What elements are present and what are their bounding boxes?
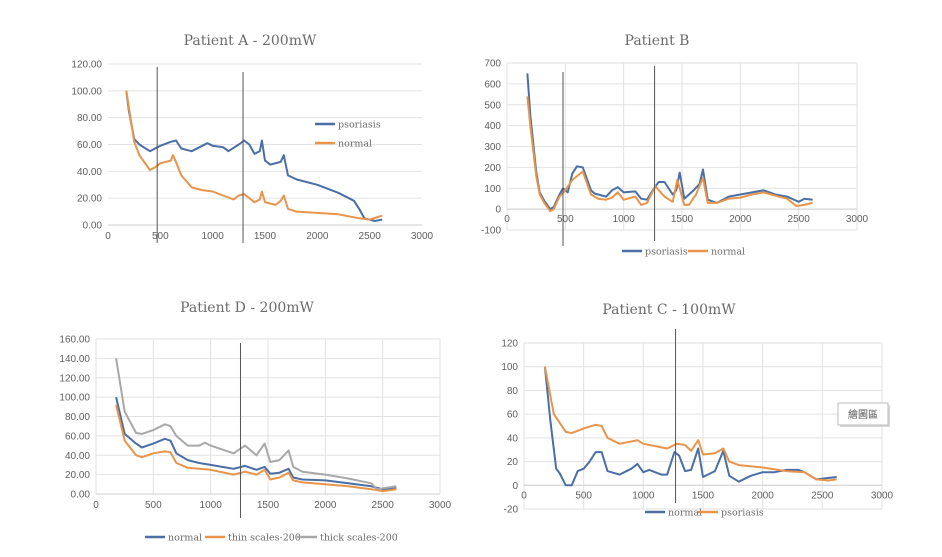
y-tick-label: -20 (504, 505, 519, 516)
y-tick-label: 600 (484, 79, 501, 90)
y-tick-label: 400 (484, 121, 501, 132)
x-tick-label: 500 (152, 231, 169, 242)
x-tick-label: 500 (145, 500, 162, 511)
series-line-psoriasis (526, 73, 813, 211)
series-line-psoriasis (125, 90, 383, 222)
y-tick-label: 160.00 (59, 335, 90, 346)
y-tick-label: 100.00 (59, 393, 90, 404)
y-tick-label: 80.00 (65, 412, 90, 423)
y-tick-label: 120.00 (59, 373, 90, 384)
x-tick-label: 2500 (811, 490, 834, 501)
y-tick-label: 300 (484, 142, 501, 153)
y-tick-label: 20 (507, 457, 519, 468)
x-tick-label: 0 (105, 231, 111, 242)
y-tick-label: 80.00 (77, 113, 102, 124)
x-tick-label: 0 (93, 500, 99, 511)
y-tick-label: 60 (507, 410, 519, 421)
x-tick-label: 3000 (429, 500, 452, 511)
x-tick-label: 1000 (200, 500, 223, 511)
legend-label: thick scales-200 (320, 533, 398, 544)
legend-label: normal (711, 247, 745, 258)
series-line-normal (115, 396, 397, 491)
series-line-normal (125, 90, 383, 221)
x-tick-label: 2500 (359, 231, 382, 242)
y-tick-label: 80 (507, 386, 519, 397)
x-tick-label: 3000 (411, 231, 434, 242)
series-line-normal (543, 366, 837, 487)
y-tick-label: 120.00 (71, 60, 102, 71)
x-tick-label: 2000 (306, 231, 329, 242)
y-tick-label: 500 (484, 100, 501, 111)
x-tick-label: 1000 (632, 490, 655, 501)
x-tick-label: 2500 (372, 500, 395, 511)
x-tick-label: 500 (557, 214, 574, 225)
x-tick-label: 1500 (671, 214, 694, 225)
x-tick-label: 1500 (254, 231, 277, 242)
y-tick-label: -100 (481, 226, 501, 237)
chart-title: Patient D - 200mW (180, 300, 314, 316)
y-tick-label: 140.00 (59, 354, 90, 365)
y-tick-label: 0 (495, 205, 501, 216)
legend-label: thin scales-200 (228, 533, 301, 544)
series-line-psoriasis (543, 366, 837, 482)
chart-1: Patient A - 200mW 0.00 20.00 40.00 60.00 80.0… (71, 33, 434, 243)
y-tick-label: 0 (512, 481, 518, 492)
x-tick-label: 0 (504, 214, 510, 225)
y-tick-label: 700 (484, 59, 501, 70)
chart-title: Patient C - 100mW (602, 302, 736, 318)
x-tick-label: 500 (575, 490, 592, 501)
y-tick-label: 20.00 (65, 470, 90, 481)
y-tick-label: 40 (507, 433, 519, 444)
y-tick-label: 100 (501, 362, 518, 373)
chart-title: Patient A - 200mW (184, 33, 317, 49)
y-tick-label: 20.00 (77, 194, 102, 205)
y-tick-label: 200 (484, 163, 501, 174)
chart-title: Patient B (625, 33, 690, 49)
x-tick-label: 2000 (314, 500, 337, 511)
x-tick-label: 3000 (871, 490, 894, 501)
y-tick-label: 100.00 (71, 86, 102, 97)
annotation-label: 繪圖區 (848, 408, 878, 421)
series-line-normal (526, 96, 813, 213)
y-tick-label: 40.00 (65, 451, 90, 462)
series-line-thick-scales-200 (115, 358, 397, 491)
legend-label: psoriasis (645, 247, 688, 258)
legend-label: normal (668, 508, 702, 519)
x-tick-label: 1500 (257, 500, 280, 511)
y-tick-label: 60.00 (65, 431, 90, 442)
x-tick-label: 2500 (788, 214, 811, 225)
series-line-thin-scales-200 (115, 404, 397, 493)
x-tick-label: 1000 (202, 231, 225, 242)
x-tick-label: 2000 (729, 214, 752, 225)
y-tick-label: 40.00 (77, 167, 102, 178)
x-tick-label: 1000 (613, 214, 636, 225)
annotation-box (837, 402, 889, 426)
x-tick-label: 0 (521, 490, 527, 501)
chart-3: Patient D - 200mW 0.00 20.00 40.00 60.00 80.0… (59, 300, 451, 544)
x-tick-label: 3000 (846, 214, 869, 225)
legend-label: psoriasis (338, 120, 381, 131)
legend-label: normal (168, 533, 202, 544)
y-tick-label: 100 (484, 184, 501, 195)
x-tick-label: 2000 (752, 490, 775, 501)
y-tick-label: 60.00 (77, 140, 102, 151)
x-tick-label: 1500 (692, 490, 715, 501)
y-tick-label: 120 (501, 339, 518, 350)
y-tick-label: 0.00 (71, 490, 91, 501)
y-tick-label: 0.00 (83, 221, 103, 232)
legend-label: psoriasis (721, 508, 764, 519)
legend-label: normal (338, 139, 372, 150)
